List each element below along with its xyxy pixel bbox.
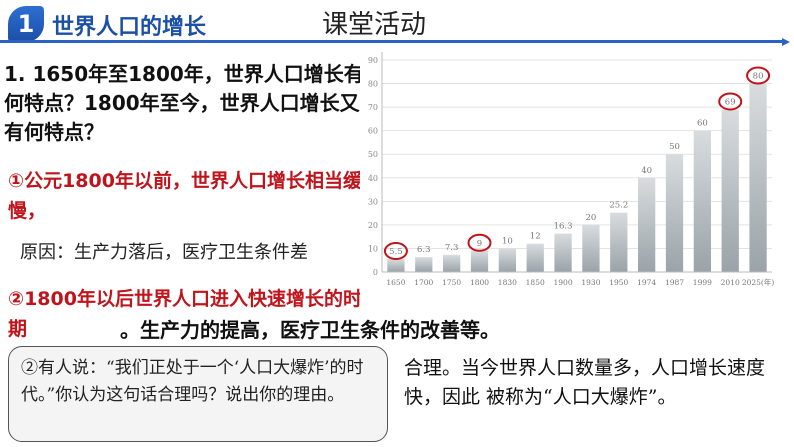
bar-1800 — [470, 250, 489, 272]
reason-2: 。生产力的提高，医疗卫生条件的改善等。 — [120, 318, 500, 342]
x-tick-label: 1650 — [386, 278, 405, 287]
data-label: 20 — [586, 213, 597, 223]
x-tick-label: 1987 — [665, 278, 684, 287]
x-tick-label: 1950 — [609, 278, 628, 287]
data-label: 7.3 — [445, 243, 459, 253]
x-tick-label: 2010 — [721, 278, 740, 287]
bar-1974 — [638, 177, 656, 272]
answer-2: ②1800年以后世界人口进入快速增长的时期 — [8, 288, 362, 340]
data-label: 9 — [477, 239, 482, 249]
data-label: 50 — [669, 142, 680, 152]
highlight-circle — [746, 66, 771, 85]
y-tick-label: 50 — [368, 150, 378, 159]
discussion-question-text: ②有人说：“我们正处于一个‘人口大爆炸’的时代。”你认为这句话合理吗？说出你的理… — [21, 358, 364, 405]
bar-1700 — [415, 257, 433, 272]
bar-1650 — [387, 259, 405, 272]
data-label: 5.5 — [389, 247, 403, 257]
bar-1830 — [498, 248, 516, 272]
x-tick-label: 1850 — [526, 278, 545, 287]
x-tick-label: 1999 — [693, 278, 712, 287]
highlight-circle — [383, 242, 408, 261]
highlight-circle — [718, 92, 743, 111]
x-tick-label: 1750 — [442, 278, 461, 287]
data-label: 69 — [725, 97, 736, 107]
y-tick-label: 40 — [368, 174, 378, 183]
question-text: 1. 1650年至1800年，世界人口增长有何特点？1800年至今，世界人口增长… — [4, 62, 364, 144]
y-tick-label: 10 — [368, 244, 378, 253]
y-tick-label: 80 — [368, 80, 378, 89]
y-tick-label: 70 — [368, 103, 378, 112]
bar-1930 — [582, 224, 600, 272]
chart-canvas: 5.5 6.3 7.3 9 10 12 16.3 20 25.2 40 50 60 69 80 0 10 20… — [360, 46, 780, 296]
bar-1987 — [665, 154, 684, 272]
bar-2010 — [721, 109, 739, 272]
x-tick-label: 1800 — [470, 278, 489, 287]
header-divider — [0, 40, 782, 43]
section-title: 世界人口的增长 — [52, 15, 207, 40]
data-label: 40 — [641, 166, 652, 176]
bar-1999 — [693, 130, 711, 272]
population-bar-chart: 5.5 6.3 7.3 9 10 12 16.3 20 25.2 40 50 60 69 80 0 10 20… — [360, 46, 780, 296]
data-label: 10 — [502, 236, 513, 246]
data-label: 6.3 — [417, 245, 431, 255]
section-number-badge: 1 — [8, 6, 44, 42]
discussion-question-box: ②有人说：“我们正处于一个‘人口大爆炸’的时代。”你认为这句话合理吗？说出你的理… — [8, 346, 388, 442]
discussion-answer: 合理。当今世界人口数量多，人口增长速度快，因此 被称为“人口大爆炸”。 — [404, 357, 766, 408]
x-tick-label: 1830 — [498, 278, 517, 287]
answer-1: ①公元1800年以前，世界人口增长相当缓慢， — [8, 170, 362, 222]
y-tick-label: 20 — [368, 221, 378, 230]
reason-1: 原因：生产力落后，医疗卫生条件差 — [20, 242, 308, 263]
x-tick-label: 1930 — [581, 278, 600, 287]
x-tick-label: 2025(年) — [742, 277, 775, 287]
bar-1750 — [443, 254, 461, 272]
x-tick-label: 1974 — [637, 278, 656, 287]
data-label: 60 — [697, 119, 708, 129]
data-label: 25.2 — [609, 201, 628, 211]
page-title: 课堂活动 — [322, 10, 427, 40]
highlight-circle — [467, 233, 492, 252]
x-tick-label: 1700 — [414, 278, 433, 287]
y-tick-label: 60 — [368, 127, 378, 136]
bar-1850 — [526, 243, 544, 272]
data-label: 80 — [753, 72, 764, 82]
header-divider-arrow-icon — [782, 38, 790, 46]
y-tick-label: 30 — [368, 197, 378, 206]
data-label: 16.3 — [554, 222, 573, 232]
y-tick-label: 0 — [373, 268, 378, 277]
bar-1900 — [554, 233, 572, 272]
y-tick-label: 90 — [368, 56, 378, 65]
data-label: 12 — [530, 232, 541, 242]
x-tick-label: 1900 — [554, 278, 573, 287]
bar-2025(年) — [749, 83, 767, 272]
bar-1950 — [610, 212, 628, 272]
